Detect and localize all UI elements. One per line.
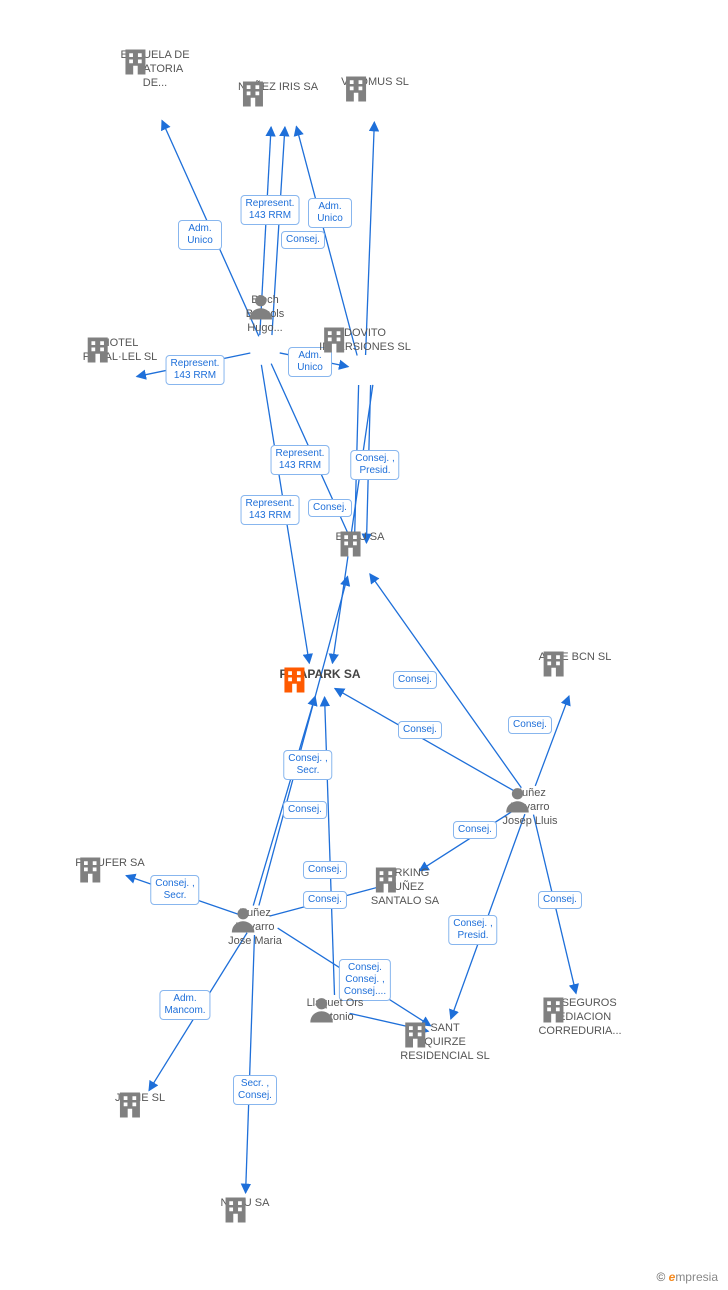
node-nunez_iris[interactable]: NUÑEZ IRIS SA bbox=[238, 79, 318, 95]
edge-label-dovito-nunez_iris-3: Adm. Unico bbox=[308, 198, 352, 228]
edge-label-navarro_jl-ernu-12: Consej. bbox=[393, 671, 437, 689]
node-apce[interactable]: APCE BCN SL bbox=[539, 649, 612, 665]
edge-label-navarro_jm-parking-21: Consej. bbox=[303, 861, 347, 879]
edge-label-navarro_jm-finapark-19: Consej. , Secr. bbox=[283, 750, 332, 780]
node-santquirze[interactable]: SANT QUIRZE RESIDENCIAL SL bbox=[400, 1020, 489, 1063]
node-llaquet[interactable]: Llaquet Ors Antonio bbox=[307, 995, 364, 1025]
edge-label-navarro_jl-ediseguros-17: Consej. bbox=[538, 891, 582, 909]
edge-label-navarro_jm-nubu-23: Secr. , Consej. bbox=[233, 1075, 277, 1105]
edge-label-bloch-nunez_iris-2: Consej. bbox=[281, 231, 325, 249]
edge-navarro_jm-nubu-23 bbox=[246, 935, 255, 1193]
copyright-symbol: © bbox=[656, 1270, 665, 1284]
node-panufer[interactable]: PANUFER SA bbox=[75, 855, 144, 871]
edge-label-navarro_jm-joime-22: Adm. Mancom. bbox=[159, 990, 210, 1020]
node-ediseguros[interactable]: EDISEGUROS MEDIACION CORREDURIA... bbox=[538, 995, 621, 1038]
edge-navarro_jl-finapark-13 bbox=[335, 688, 517, 792]
brand-rest: mpresia bbox=[675, 1270, 718, 1284]
edge-label-dovito-ernu-9: Consej. bbox=[308, 499, 352, 517]
edge-label-navarro_jl-apce-14: Consej. bbox=[508, 716, 552, 734]
node-joime[interactable]: JOIME SL bbox=[115, 1090, 165, 1106]
node-vidomus[interactable]: VIDOMUS SL bbox=[341, 74, 409, 90]
node-navarro_jm[interactable]: Nuñez Navarro Jose Maria bbox=[228, 905, 282, 948]
edge-label-bloch-escuela-0: Adm. Unico bbox=[178, 220, 222, 250]
edge-label-bloch-finapark-7: Represent. 143 RRM bbox=[241, 495, 300, 525]
edge-label-navarro_jl-finapark-13: Consej. bbox=[398, 721, 442, 739]
edge-label-navarro_jl-parking-15: Consej. bbox=[453, 821, 497, 839]
node-escuela[interactable]: ESCUELA DE ORATORIA DE... bbox=[120, 47, 189, 90]
edge-navarro_jl-apce-14 bbox=[535, 696, 569, 786]
node-ernu[interactable]: ERNU SA bbox=[336, 529, 385, 545]
node-finapark[interactable]: FINAPARK SA bbox=[279, 665, 360, 682]
node-nubu[interactable]: NUBU SA bbox=[221, 1195, 270, 1211]
edge-label-navarro_jl-santquirze-16: Consej. , Presid. bbox=[448, 915, 497, 945]
watermark: © empresia bbox=[656, 1270, 718, 1284]
edge-label-bloch-hotel-5: Represent. 143 RRM bbox=[166, 355, 225, 385]
edge-label-bloch-nunez_iris-1: Represent. 143 RRM bbox=[241, 195, 300, 225]
edge-llaquet-finapark-25 bbox=[325, 697, 335, 995]
edge-label-navarro_jm-panufer-20: Consej. , Secr. bbox=[150, 875, 199, 905]
node-navarro_jl[interactable]: Nuñez Navarro Josep Lluis bbox=[502, 785, 557, 828]
edge-label-llaquet-finapark-25: Consej. bbox=[303, 891, 347, 909]
node-dovito[interactable]: DOVITO INVERSIONES SL bbox=[319, 325, 411, 355]
edge-layer bbox=[0, 0, 728, 1290]
edge-label-navarro_jm-ernu-18: Consej. bbox=[283, 801, 327, 819]
node-hotel[interactable]: HOTEL PARAL·LEL SL bbox=[83, 335, 158, 365]
edge-dovito-vidomus-4 bbox=[366, 122, 375, 355]
node-bloch[interactable]: Bloch Bassols Hugo... bbox=[246, 292, 285, 335]
edge-label-dovito-ernu-10: Consej. , Presid. bbox=[350, 450, 399, 480]
node-parking[interactable]: PARKING NUÑEZ SANTALO SA bbox=[371, 865, 439, 908]
edge-label-bloch-ernu-8: Represent. 143 RRM bbox=[271, 445, 330, 475]
